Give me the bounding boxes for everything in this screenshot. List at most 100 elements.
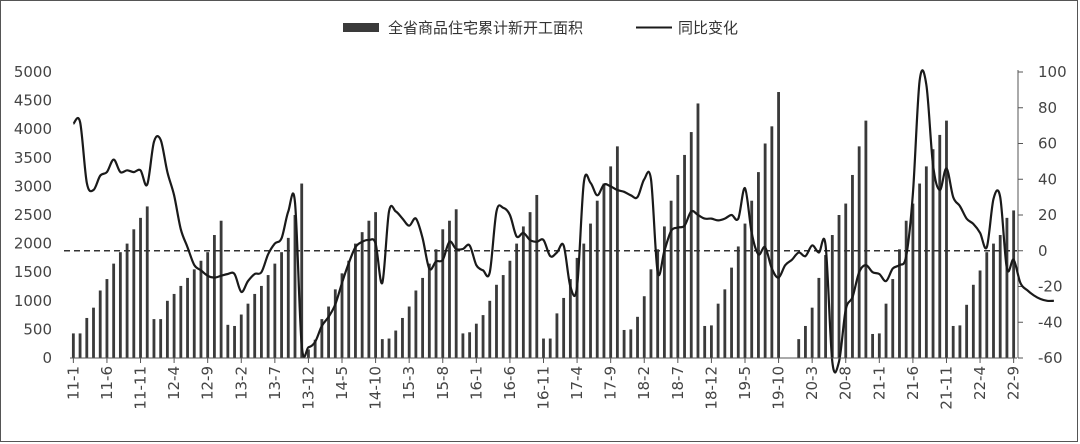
bar (542, 338, 545, 358)
bar (354, 243, 357, 358)
bar (911, 203, 915, 358)
left-axis: 0 500 1000 1500 2000 2500 3000 3500 4000 4500 5000 (14, 63, 52, 367)
bar (85, 317, 89, 358)
bar (481, 315, 485, 358)
x-axis: 11-1 11-6 11-11 12-4 12-9 13-2 13-7 13-12 14-5 14… (64, 357, 1023, 410)
x-tick-label: 11-11 (132, 366, 150, 410)
bar (179, 285, 183, 358)
bar (837, 215, 841, 358)
bar (656, 249, 660, 358)
left-tick-label: 2000 (14, 235, 52, 253)
bar (877, 333, 881, 358)
right-tick-label: 100 (1038, 63, 1067, 81)
bar (851, 174, 854, 358)
bar (125, 243, 129, 358)
x-tick-label: 19-5 (736, 366, 754, 400)
bar (992, 243, 995, 358)
bar (582, 243, 586, 358)
bar (770, 126, 774, 358)
bar (105, 279, 109, 358)
bar (709, 325, 713, 358)
yoy-line-series (72, 69, 1054, 374)
bar (394, 330, 398, 358)
bar (864, 120, 868, 359)
bar (683, 154, 686, 358)
bar (622, 329, 626, 358)
bar (407, 306, 411, 358)
bar (884, 303, 888, 358)
bar (347, 260, 351, 358)
bar (461, 333, 465, 358)
bar (172, 293, 176, 358)
bar (92, 307, 95, 358)
bar (387, 338, 391, 358)
bar (199, 260, 203, 358)
bar (508, 260, 512, 358)
bar (804, 325, 807, 358)
bar (945, 120, 948, 359)
bar (817, 277, 821, 358)
bar (602, 183, 606, 358)
left-tick-label: 5000 (14, 63, 52, 81)
bar (595, 200, 599, 358)
bar (421, 277, 425, 358)
bar (575, 257, 579, 358)
bar (669, 200, 673, 358)
bar (159, 319, 163, 358)
x-tick-label: 12-4 (165, 366, 183, 400)
bar (642, 296, 646, 358)
bar (414, 290, 418, 358)
bar (931, 149, 935, 358)
bar (985, 252, 989, 358)
bar (441, 229, 445, 358)
bar (898, 249, 901, 358)
x-tick-label: 18-7 (669, 366, 687, 400)
bar (1012, 210, 1016, 358)
bar-series (71, 92, 1016, 359)
bar (535, 194, 539, 358)
bar (844, 203, 848, 358)
right-tick-label: 20 (1038, 206, 1057, 224)
bar (736, 246, 740, 358)
bar (723, 289, 727, 358)
x-tick-label: 14-10 (367, 366, 385, 410)
x-tick-label: 18-12 (702, 366, 720, 410)
x-tick-label: 13-2 (232, 366, 250, 400)
bar (367, 220, 371, 358)
bar (327, 306, 330, 358)
bar (300, 183, 304, 358)
bar (145, 206, 149, 358)
bar (246, 303, 250, 358)
bar (978, 270, 982, 358)
bar (192, 269, 196, 358)
bar (904, 220, 908, 358)
bar (965, 304, 969, 358)
bar (810, 307, 814, 358)
bar (307, 349, 310, 358)
bar (797, 339, 801, 358)
bar (515, 243, 519, 358)
bar (830, 235, 834, 358)
x-tick-label: 20-3 (803, 366, 821, 400)
bar (253, 293, 257, 358)
bar (548, 338, 552, 358)
bar (528, 212, 532, 358)
bar (568, 279, 572, 358)
x-tick-label: 21-6 (904, 366, 922, 400)
legend-bar-label: 全省商品住宅累计新开工面积 (388, 19, 583, 37)
bar (286, 237, 290, 358)
x-tick-label: 16-11 (535, 366, 553, 410)
legend-line-label: 同比变化 (678, 19, 738, 37)
x-tick-label: 21-1 (870, 366, 888, 400)
bar (649, 269, 653, 358)
legend-bar-swatch (343, 23, 379, 32)
bar (562, 297, 566, 358)
x-tick-label: 16-6 (501, 366, 519, 400)
bar (98, 290, 102, 358)
bar (501, 275, 505, 358)
bar (468, 332, 472, 358)
bar (777, 92, 780, 359)
x-tick-label: 18-2 (635, 366, 653, 400)
bar (609, 166, 613, 358)
